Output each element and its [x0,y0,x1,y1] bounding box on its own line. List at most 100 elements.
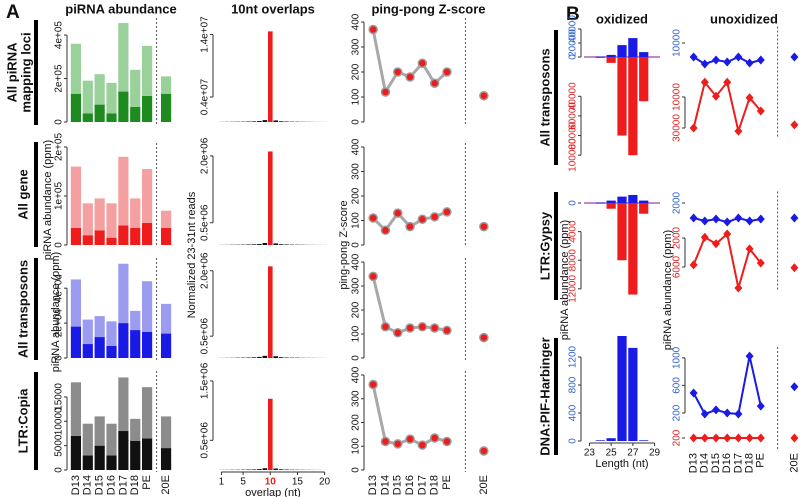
x-tick-label: D14 [379,475,391,495]
x-tick-label: 20E [160,475,172,495]
bar [257,469,262,470]
bar [94,230,105,245]
y-tick-label: 4000 [568,220,579,243]
point [405,221,415,232]
bar [118,377,129,432]
bar [130,440,141,470]
bar [278,244,284,245]
x-tick-label: D18 [129,475,141,495]
point [756,106,765,116]
bar [617,57,627,136]
point [442,207,452,217]
y-tick-label: 0.5e+06 [200,318,211,355]
chart-title: piRNA abundance [65,1,176,16]
point [689,52,698,62]
bar [257,244,262,245]
bar [262,468,268,470]
bar [246,121,251,122]
y-axis-label: piRNA abundance (ppm) [559,220,571,340]
point [380,436,391,447]
point [745,351,754,361]
y-tick-label: 0 [351,467,362,473]
bar [94,337,105,358]
bar [278,121,284,122]
x-tick-label: 23 [584,448,596,459]
bar [639,200,649,203]
point [745,216,754,226]
point [790,213,799,223]
point [429,323,440,333]
bar [628,38,638,57]
point [723,229,732,239]
point [700,433,709,443]
y-tick-label: 400 [351,366,362,383]
x-tick-label: D14 [82,475,94,495]
bar [94,416,105,446]
bar [118,225,129,245]
y-tick-label: 0 [54,242,65,248]
bar [284,121,289,122]
bar [141,438,153,470]
x-tick-label: 1 [219,477,225,488]
bar [257,356,262,358]
panel-label: A [6,2,20,23]
point [479,446,489,456]
bar [595,203,605,204]
bar [246,244,251,245]
x-tick-label: 25 [606,448,618,459]
point [700,216,709,226]
y-tick-label: 200 [672,404,683,421]
x-tick-label: D13 [688,453,700,473]
y-tick-label: 10000 [54,407,65,435]
bar [130,69,141,107]
point [380,322,391,332]
y-tick-label: 30000 [672,114,683,142]
y-tick-label: 1000 [672,346,683,369]
bar [262,120,268,122]
bar [118,263,129,324]
x-tick-label: PE [141,475,153,490]
bar [606,203,616,209]
bar [70,382,82,436]
bar [82,80,93,114]
bar [267,31,273,122]
chart-title: ping-pong Z-score [371,1,485,16]
point [745,58,754,68]
point [734,433,743,443]
point [745,93,754,103]
point [712,214,720,224]
x-tick-label: D18 [429,475,441,495]
y-tick-label: 1200 [568,345,579,368]
point [479,91,489,101]
x-tick-label: D16 [105,475,117,495]
y-tick-label: 15000 [54,383,65,411]
y-tick-label: 10000 [672,29,683,57]
y-tick-label: 400 [351,13,362,30]
point [712,239,720,249]
x-tick-label: D15 [392,475,404,495]
bar [70,279,82,327]
y-tick-label: 100 [351,325,362,342]
point [700,409,709,419]
x-tick-label: D16 [404,475,416,495]
bar [106,321,117,346]
point [790,52,799,62]
point [368,24,378,35]
bar [160,416,172,449]
point [689,260,698,270]
bar [267,398,273,470]
y-tick-label: 40000 [568,15,579,43]
line [692,80,762,135]
bar [606,438,616,441]
bar [267,266,273,358]
y-tick-label: 0 [568,438,579,444]
line [692,232,762,289]
point [734,213,743,223]
y-tick-label: 0 [351,119,362,125]
x-tick-label: D16 [721,453,733,473]
point [700,77,709,87]
bar [106,203,117,238]
row-label: LTR:Gypsy [537,211,552,280]
